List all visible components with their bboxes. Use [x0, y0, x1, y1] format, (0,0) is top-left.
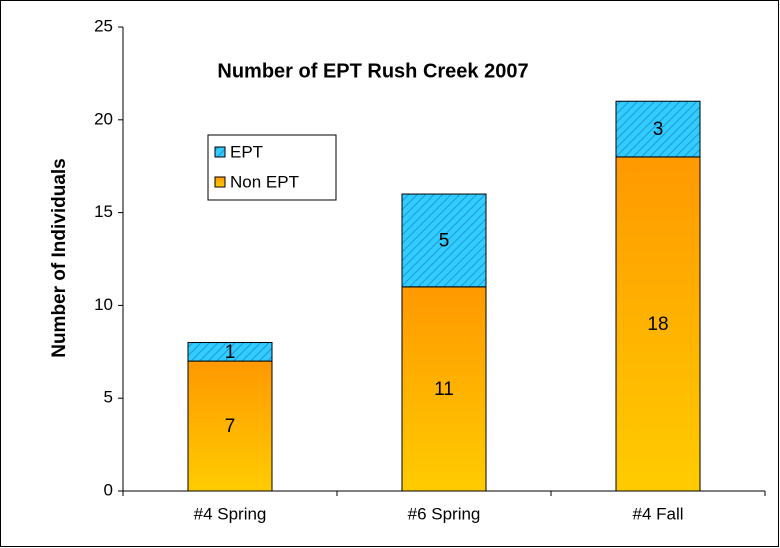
bar-segment: [401, 193, 487, 288]
y-tick-label: 0: [104, 480, 113, 499]
legend-swatch: [214, 176, 226, 188]
data-label: 18: [647, 314, 668, 335]
x-tick-label: #4 Fall: [632, 504, 683, 523]
bar-segment: [401, 286, 487, 492]
bar-segment: [187, 342, 273, 362]
y-tick-label: 20: [94, 109, 113, 128]
data-label: 11: [434, 379, 454, 400]
y-axis-label: Number of Individuals: [49, 158, 70, 358]
x-tick-label: #6 Spring: [408, 504, 481, 523]
data-label: 5: [439, 230, 450, 251]
y-tick-label: 15: [94, 202, 113, 221]
legend-label: Non EPT: [230, 172, 299, 191]
bar-segment: [187, 360, 273, 492]
bar-segment: [615, 100, 701, 158]
y-tick-label: 25: [94, 16, 113, 35]
y-tick-label: 10: [94, 295, 113, 314]
x-tick-label: #4 Spring: [194, 504, 267, 523]
data-label: 3: [653, 119, 664, 140]
chart-title: Number of EPT Rush Creek 2007: [217, 60, 528, 82]
data-label: 1: [225, 342, 236, 363]
legend-swatch: [214, 146, 226, 158]
legend-label: EPT: [230, 142, 263, 161]
y-tick-label: 5: [104, 388, 113, 407]
bar-segment: [615, 156, 701, 492]
data-label: 7: [225, 416, 236, 437]
legend-box: [207, 134, 337, 201]
